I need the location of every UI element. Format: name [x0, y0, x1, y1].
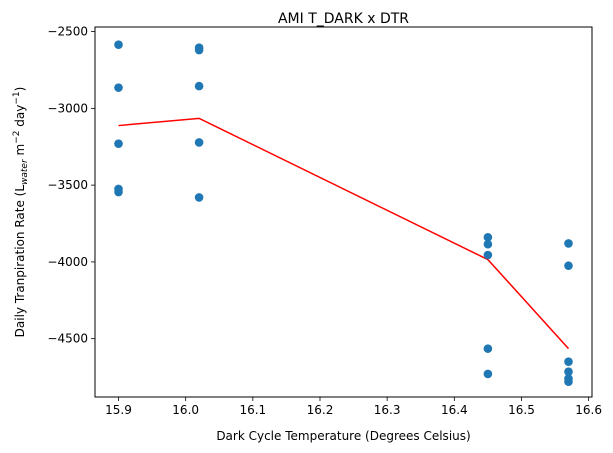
x-tick-label: 16.2 [307, 403, 334, 417]
y-tick-label: −3000 [47, 101, 88, 115]
x-axis: 15.9 16.0 16.1 16.2 16.3 16.4 16.5 16.6 [105, 397, 602, 417]
scatter-point [564, 367, 573, 376]
scatter-point [194, 138, 204, 147]
scatter-point [483, 344, 493, 353]
y-axis-label-middle: m [13, 144, 27, 160]
scatter-point [194, 45, 204, 55]
scatter-point [564, 377, 573, 386]
x-tick-label: 16.1 [239, 403, 266, 417]
y-axis-label-prefix: Daily Tranpiration Rate (L [13, 185, 27, 338]
scatter-point [564, 261, 573, 271]
x-tick-label: 16.5 [508, 403, 535, 417]
scatter-point [483, 233, 493, 242]
trend-line-group [118, 117, 570, 350]
chart-title: AMI T_DARK x DTR [278, 11, 409, 27]
x-tick-label: 16.6 [575, 403, 602, 417]
x-tick-label: 16.4 [441, 403, 468, 417]
x-tick-label: 15.9 [105, 403, 132, 417]
plot-area [94, 26, 593, 398]
y-axis-label-suffix: ) [13, 87, 27, 92]
x-tick-label: 16.3 [374, 403, 401, 417]
scatter-point [194, 81, 204, 91]
scatter-point [564, 357, 573, 366]
scatter-points [114, 40, 573, 386]
x-axis-label: Dark Cycle Temperature (Degrees Celsius) [216, 429, 470, 443]
y-axis: −4500 −4000 −3500 −3000 −2500 [47, 25, 95, 346]
scatter-point [564, 239, 573, 248]
y-tick-label: −4000 [47, 255, 88, 269]
y-axis-label-subscript: water [20, 158, 30, 185]
scatter-point [114, 187, 123, 197]
scatter-point [483, 239, 493, 249]
scatter-point [114, 40, 123, 49]
y-axis-label-superscript-2: −1 [12, 91, 22, 104]
trend-line [118, 117, 570, 350]
scatter-point [483, 369, 493, 379]
y-axis-label-superscript-1: −2 [12, 131, 22, 144]
plot-frame [94, 26, 593, 398]
scatter-point [114, 139, 123, 148]
x-tick-label: 16.0 [172, 403, 199, 417]
scatter-point [114, 83, 123, 92]
y-tick-label: −4500 [47, 332, 88, 346]
y-axis-label: Daily Tranpiration Rate (Lwater m−2 day−… [12, 87, 30, 338]
y-axis-label-middle-2: day [13, 105, 27, 131]
y-tick-label: −3500 [47, 178, 88, 192]
scatter-point [194, 193, 204, 202]
y-tick-label: −2500 [47, 25, 88, 39]
scatter-point [483, 250, 493, 260]
